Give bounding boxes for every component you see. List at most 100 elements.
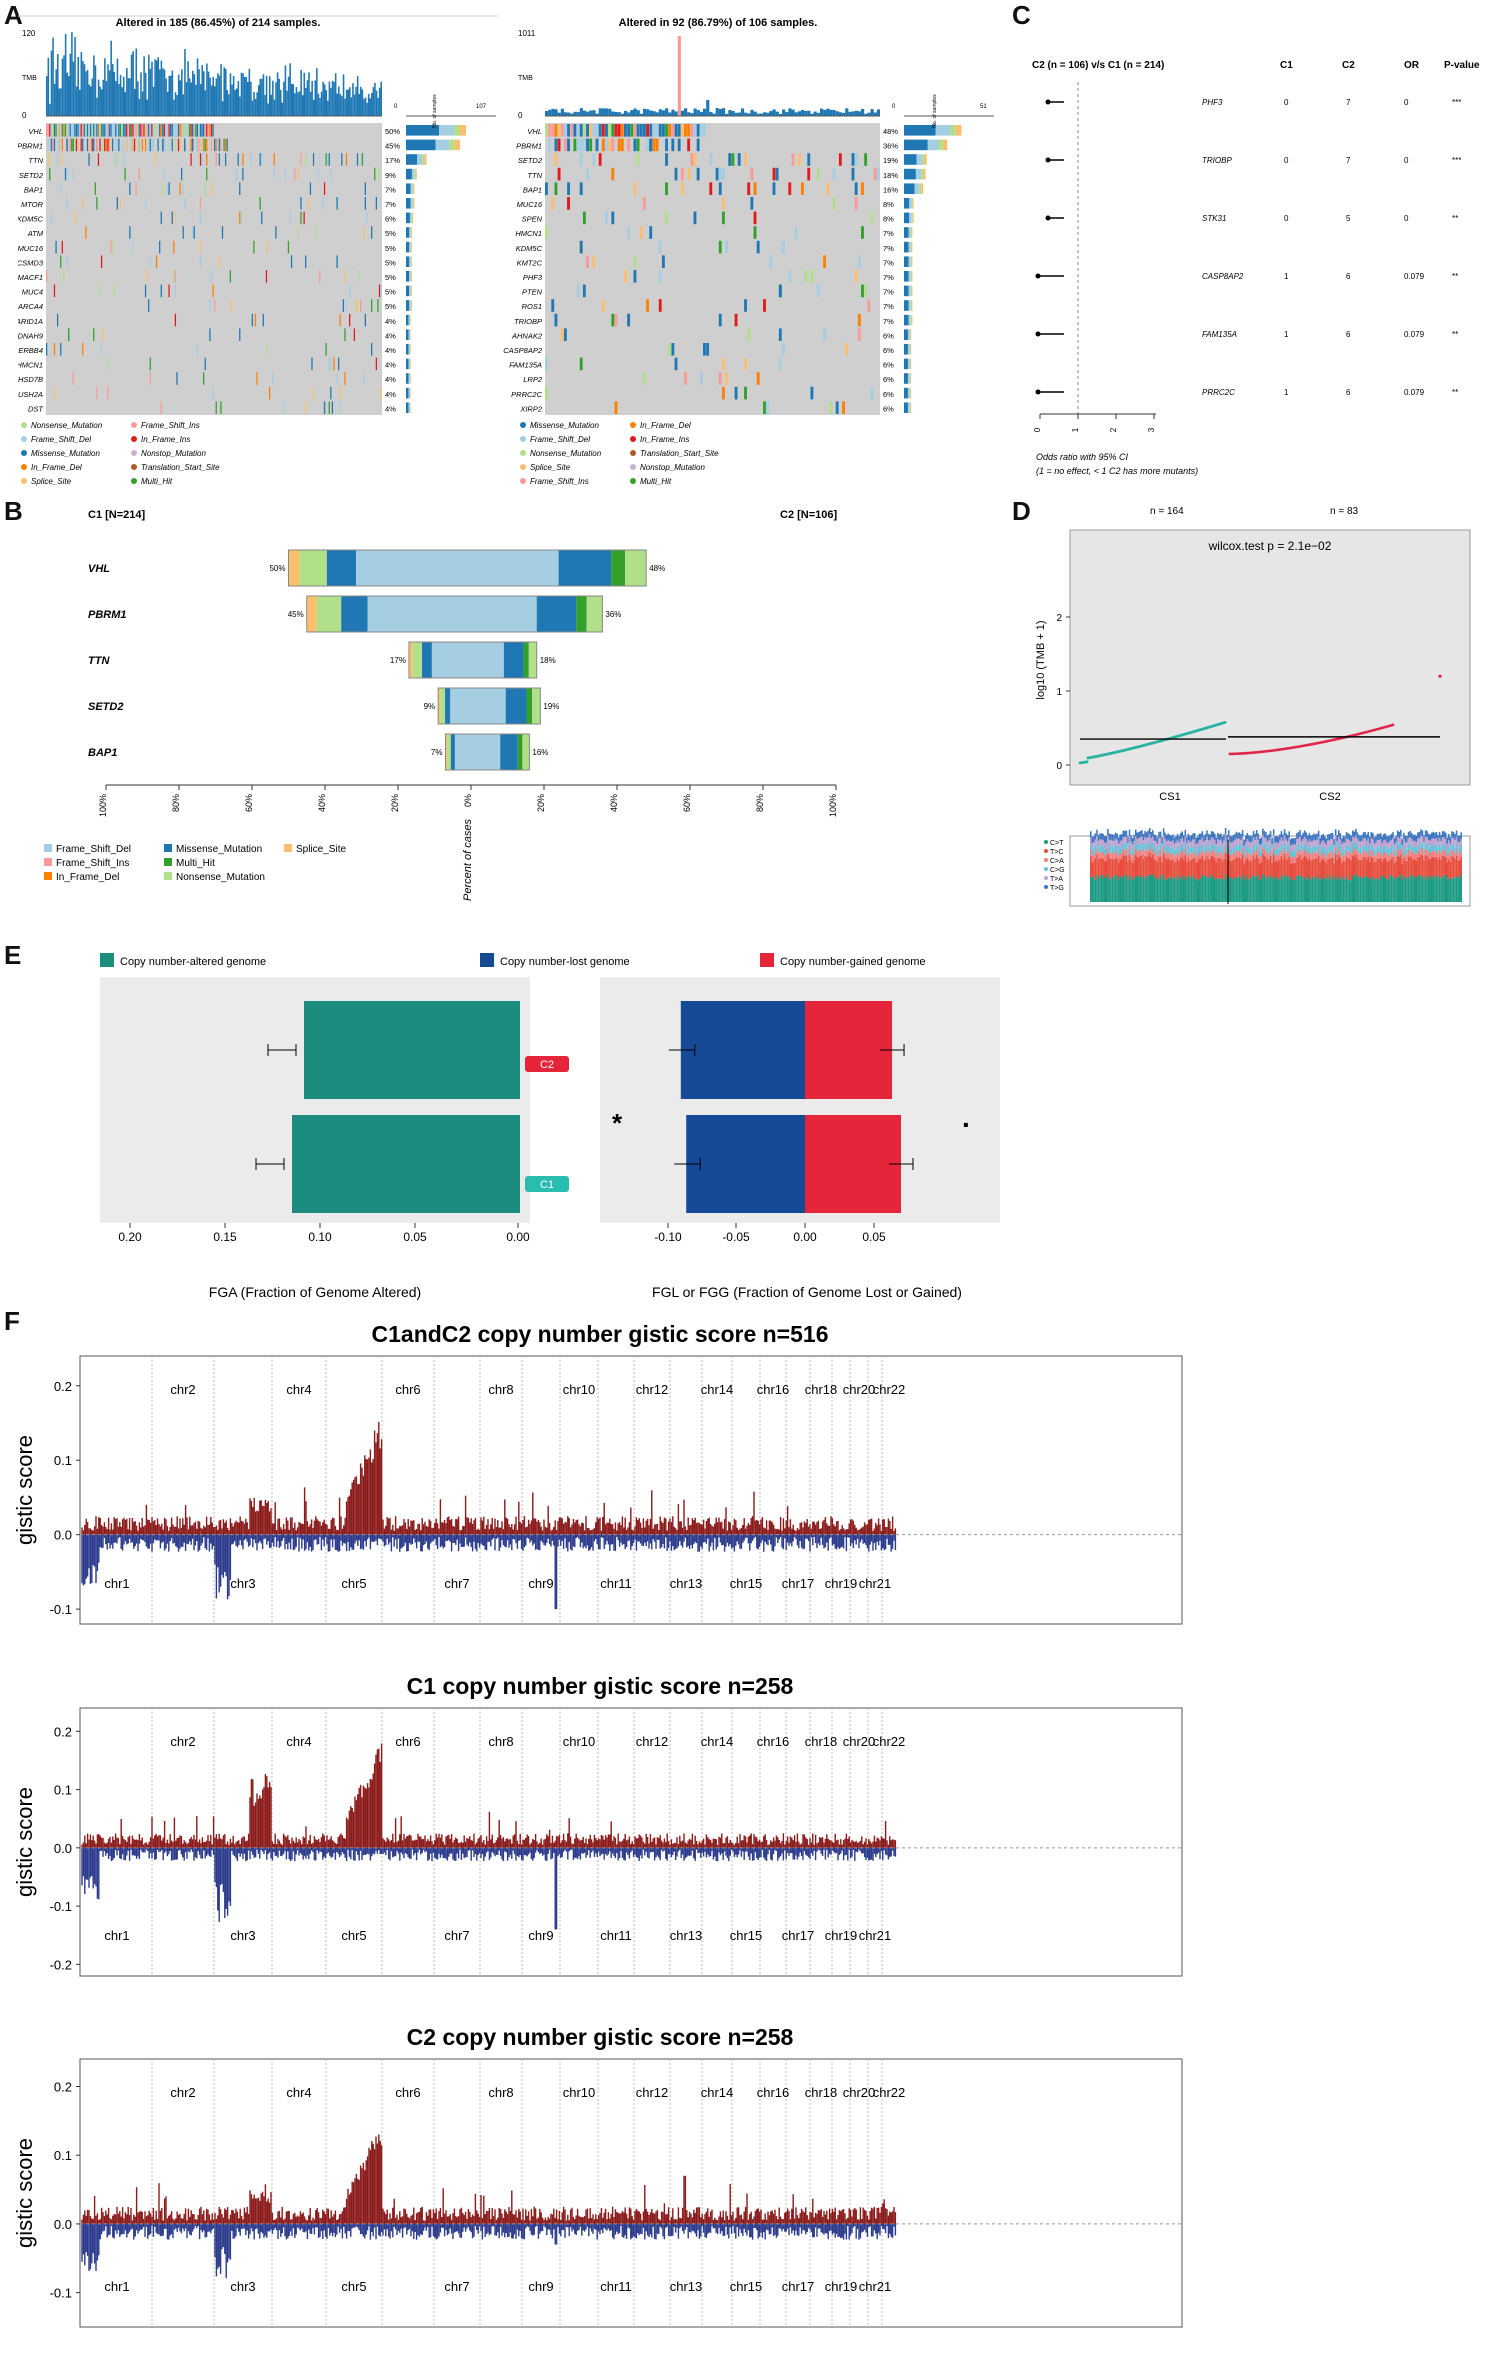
- coplot-legend-swatch: [164, 858, 172, 866]
- mutation-cell: [658, 270, 662, 283]
- titv-legend-dot: [1044, 885, 1048, 889]
- tmb-bar: [364, 97, 367, 116]
- mutation-cell: [223, 138, 225, 152]
- titv-bar: [1308, 851, 1311, 858]
- titv-bar: [1201, 874, 1204, 902]
- titv-bar: [1227, 876, 1230, 902]
- titv-bar: [1141, 848, 1143, 855]
- mutation-cell: [870, 386, 874, 400]
- coplot-left-segment: [450, 734, 455, 770]
- titv-bar: [1243, 839, 1245, 846]
- titv-bar: [1313, 852, 1315, 859]
- mutation-cell: [154, 124, 156, 137]
- titv-bar: [1395, 842, 1397, 849]
- mutation-cell: [778, 284, 782, 298]
- tmb-bar: [829, 109, 833, 116]
- mutation-cell: [303, 211, 305, 225]
- titv-bar: [1212, 877, 1214, 902]
- titv-bar: [1382, 852, 1385, 859]
- titv-bar: [1418, 831, 1421, 839]
- coplot-left-segment: [316, 596, 342, 632]
- titv-bar: [1367, 838, 1369, 845]
- titv-bar: [1375, 842, 1377, 849]
- titv-bar: [1431, 857, 1433, 878]
- mutation-cell: [358, 270, 360, 283]
- mutation-cell: [636, 138, 640, 152]
- titv-bar: [1265, 877, 1267, 902]
- mutation-cell: [696, 138, 700, 152]
- mutation-cell: [206, 167, 208, 181]
- tmb-bar: [813, 111, 817, 116]
- mutation-cell: [273, 153, 275, 166]
- titv-bar: [1138, 838, 1140, 845]
- mutation-cell: [195, 124, 197, 137]
- mutation-cell: [557, 124, 561, 137]
- side-bar-segment: [910, 373, 912, 384]
- mutation-cell: [144, 138, 147, 152]
- titv-bar: [1189, 876, 1191, 902]
- titv-bar: [1094, 833, 1097, 840]
- titv-bar: [1262, 874, 1264, 902]
- titv-bar: [1283, 847, 1286, 854]
- tmb-bar: [567, 112, 571, 116]
- tmb-bar: [129, 78, 131, 116]
- mutation-cell: [133, 124, 136, 137]
- tmb-bar: [684, 108, 688, 116]
- side-bar-segment: [910, 344, 912, 355]
- titv-bar: [1167, 839, 1170, 847]
- tmb-bar: [234, 89, 236, 116]
- side-bar-segment: [904, 198, 910, 209]
- titv-bar: [1334, 854, 1337, 875]
- forest-header: C2 (n = 106) v/s C1 (n = 214): [1032, 60, 1164, 71]
- mutation-cell: [630, 124, 634, 137]
- titv-bar: [1156, 855, 1159, 863]
- mutation-cell: [181, 167, 183, 181]
- titv-bar: [1294, 862, 1297, 880]
- titv-bar: [1289, 863, 1292, 881]
- titv-bar: [1291, 844, 1294, 851]
- gene-pct: 6%: [883, 390, 894, 399]
- titv-bar: [1460, 874, 1462, 902]
- titv-bar: [1358, 853, 1360, 860]
- mutation-cell: [718, 167, 722, 181]
- titv-bar: [1364, 844, 1366, 851]
- mutation-cell: [209, 328, 211, 341]
- mutation-cell: [201, 138, 203, 152]
- mutation-cell: [345, 153, 348, 166]
- tmb-bar: [242, 73, 244, 116]
- titv-bar: [1307, 854, 1309, 861]
- titv-bar: [1342, 860, 1345, 877]
- titv-bar: [1401, 857, 1404, 864]
- titv-bar: [1100, 845, 1103, 852]
- side-bar-segment: [911, 198, 913, 209]
- gene-pct: 7%: [883, 288, 894, 297]
- titv-bar: [1128, 848, 1131, 855]
- forest-p: **: [1452, 330, 1458, 339]
- titv-bar: [1162, 840, 1165, 847]
- titv-bar: [1390, 874, 1393, 902]
- mutation-cell: [196, 138, 198, 152]
- legend-dot: [520, 450, 526, 456]
- titv-bar: [1150, 875, 1152, 902]
- tmb-bar: [360, 86, 362, 116]
- titv-bar: [1282, 877, 1284, 902]
- titv-bar: [1297, 832, 1300, 839]
- side-bar-segment: [909, 344, 911, 355]
- mutation-cell: [184, 138, 186, 152]
- mutation-cell: [854, 153, 858, 166]
- titv-bar: [1099, 878, 1101, 902]
- side-bar-segment: [911, 241, 913, 253]
- mutation-cell: [312, 153, 315, 166]
- titv-bar: [1141, 836, 1143, 843]
- mutation-cell: [174, 211, 177, 225]
- titv-bar: [1134, 841, 1137, 849]
- titv-bar: [1108, 833, 1111, 840]
- gistic-ylabel: gistic score: [12, 1435, 37, 1545]
- titv-bar: [1431, 832, 1433, 839]
- mutation-cell: [548, 138, 552, 152]
- titv-bar: [1111, 846, 1114, 853]
- forest-point: [1035, 273, 1041, 279]
- titv-bar: [1248, 859, 1250, 880]
- mutation-cell: [665, 153, 668, 166]
- titv-bar: [1451, 849, 1453, 857]
